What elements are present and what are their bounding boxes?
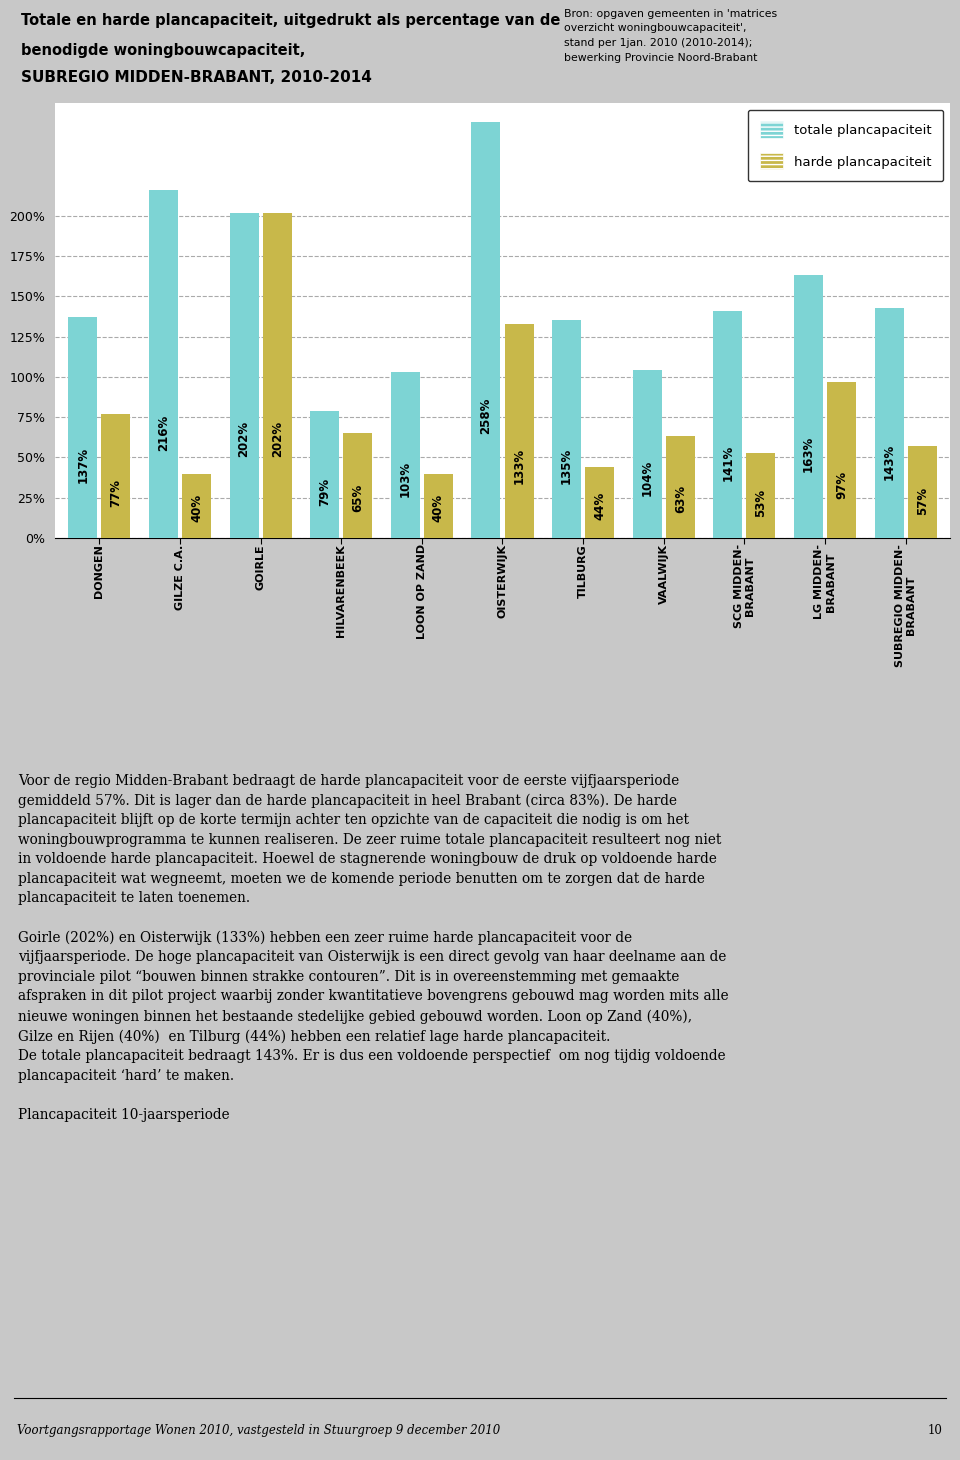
Text: 133%: 133% — [513, 448, 525, 485]
Text: 216%: 216% — [156, 415, 170, 451]
Bar — [182, 473, 211, 537]
Text: 135%: 135% — [560, 447, 573, 483]
Bar — [713, 311, 742, 537]
Bar — [794, 276, 823, 537]
Bar — [827, 381, 856, 537]
Text: 163%: 163% — [802, 437, 815, 473]
Bar — [552, 321, 581, 537]
Text: GILZE C.A.: GILZE C.A. — [175, 545, 185, 609]
Text: TILBURG: TILBURG — [578, 545, 588, 599]
Text: 53%: 53% — [755, 489, 767, 517]
Legend: totale plancapaciteit, harde plancapaciteit: totale plancapaciteit, harde plancapacit… — [748, 110, 944, 181]
Bar — [471, 123, 500, 537]
Text: Bron: opgaven gemeenten in 'matrices
overzicht woningbouwcapaciteit',
stand per : Bron: opgaven gemeenten in 'matrices ove… — [564, 9, 778, 63]
Bar — [586, 467, 614, 537]
Text: 141%: 141% — [721, 445, 734, 482]
Bar — [424, 473, 453, 537]
Text: 40%: 40% — [432, 493, 444, 521]
Text: 63%: 63% — [674, 485, 686, 512]
Text: 40%: 40% — [190, 493, 203, 521]
Text: 79%: 79% — [318, 477, 331, 507]
Text: Voortgangsrapportage Wonen 2010, vastgesteld in Stuurgroep 9 december 2010: Voortgangsrapportage Wonen 2010, vastges… — [17, 1424, 500, 1437]
Bar — [391, 372, 420, 537]
Text: 10: 10 — [928, 1424, 943, 1437]
Text: 44%: 44% — [593, 492, 606, 520]
Text: 258%: 258% — [479, 397, 492, 434]
Text: VAALWIJK: VAALWIJK — [659, 545, 669, 604]
Text: 57%: 57% — [916, 488, 928, 515]
Text: 103%: 103% — [398, 460, 412, 496]
Bar — [229, 213, 258, 537]
Text: Voor de regio Midden-Brabant bedraagt de harde plancapaciteit voor de eerste vij: Voor de regio Midden-Brabant bedraagt de… — [18, 774, 729, 1121]
Bar — [747, 453, 776, 537]
Text: benodigde woningbouwcapaciteit,: benodigde woningbouwcapaciteit, — [21, 42, 305, 58]
Text: SUBREGIO MIDDEN-
BRABANT: SUBREGIO MIDDEN- BRABANT — [895, 545, 917, 667]
Text: 202%: 202% — [271, 420, 283, 457]
Text: HILVARENBEEK: HILVARENBEEK — [336, 545, 347, 637]
Text: 104%: 104% — [640, 460, 654, 496]
Text: 137%: 137% — [76, 447, 89, 483]
Text: DONGEN: DONGEN — [94, 545, 105, 599]
Text: SUBREGIO MIDDEN-BRABANT, 2010-2014: SUBREGIO MIDDEN-BRABANT, 2010-2014 — [21, 70, 372, 85]
Bar — [102, 415, 131, 537]
Bar — [633, 371, 661, 537]
Bar — [310, 410, 339, 537]
Text: 202%: 202% — [237, 420, 251, 457]
Bar — [875, 308, 903, 537]
Text: 143%: 143% — [882, 444, 896, 480]
Text: 65%: 65% — [351, 483, 364, 512]
Bar — [263, 213, 292, 537]
Bar — [907, 447, 937, 537]
Bar — [666, 437, 695, 537]
Bar — [505, 324, 534, 537]
Text: 97%: 97% — [835, 470, 848, 499]
Text: OISTERWIJK: OISTERWIJK — [497, 545, 508, 618]
Text: SCG MIDDEN-
BRABANT: SCG MIDDEN- BRABANT — [733, 545, 756, 628]
Text: GOIRLE: GOIRLE — [255, 545, 266, 590]
Text: Totale en harde plancapaciteit, uitgedrukt als percentage van de: Totale en harde plancapaciteit, uitgedru… — [21, 13, 561, 28]
Text: 77%: 77% — [109, 479, 122, 507]
Bar — [149, 190, 178, 537]
Bar — [68, 317, 97, 537]
Bar — [344, 434, 372, 537]
Text: LOON OP ZAND: LOON OP ZAND — [417, 545, 427, 639]
Text: LG MIDDEN-
BRABANT: LG MIDDEN- BRABANT — [814, 545, 836, 619]
